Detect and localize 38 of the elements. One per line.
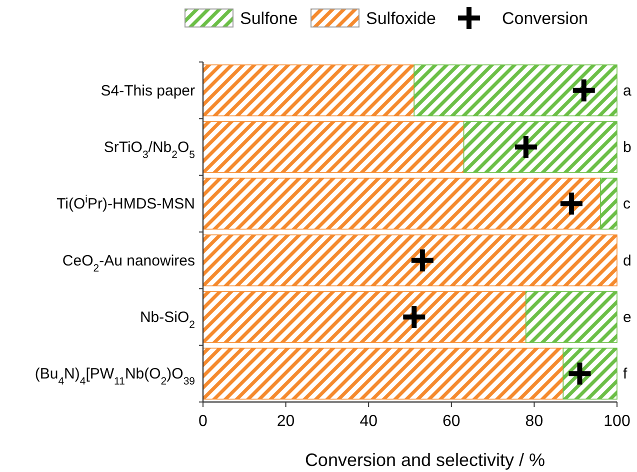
legend-label: Sulfoxide [366,9,436,28]
bar [202,64,415,116]
bar [526,291,618,343]
x-tick-label: 60 [442,413,460,430]
x-tick-label: 20 [276,413,295,430]
text: b [623,139,632,156]
x-tick-label: 80 [525,413,544,430]
y-tick-label: S4-This paper [100,82,195,100]
bar [463,121,618,173]
text: c [623,196,631,213]
point [572,79,595,102]
y-tick-label: SrTiO$_{3}$/Nb$_{2}$O$_{5}$ [104,139,196,161]
bar [414,64,618,116]
bar [202,178,601,230]
bar [202,121,464,173]
bar [562,348,618,400]
y-tick-label: CeO$_{2}$-Au nanowires [62,252,195,274]
point [560,192,582,215]
point [403,306,426,328]
bar [202,348,564,400]
x-tick-label: 100 [604,413,630,430]
text: a [623,82,632,100]
legend-label: Conversion [502,9,588,28]
category-label: (Bu$_{4}$N)$_{4}$[PW$_{11}$Nb(O$_{2}$)O$_{39}$ [34,366,195,388]
bar [202,234,618,286]
bar [600,178,618,230]
bar [202,291,526,343]
point [411,249,434,272]
text: e [623,309,632,326]
text: f [623,366,628,383]
text: d [623,252,632,270]
point [514,136,537,158]
x-axis-title: Conversion and selectivity / % [304,450,546,470]
y-tick-label: Nb-SiO$_{2}$ [140,309,196,331]
legend-label: Sulfone [240,9,298,28]
y-tick-label: Ti(O$^{i}$Pr)-HMDS-MSN [56,194,195,213]
x-tick-label: 0 [198,413,208,430]
x-tick-label: 40 [360,413,378,430]
